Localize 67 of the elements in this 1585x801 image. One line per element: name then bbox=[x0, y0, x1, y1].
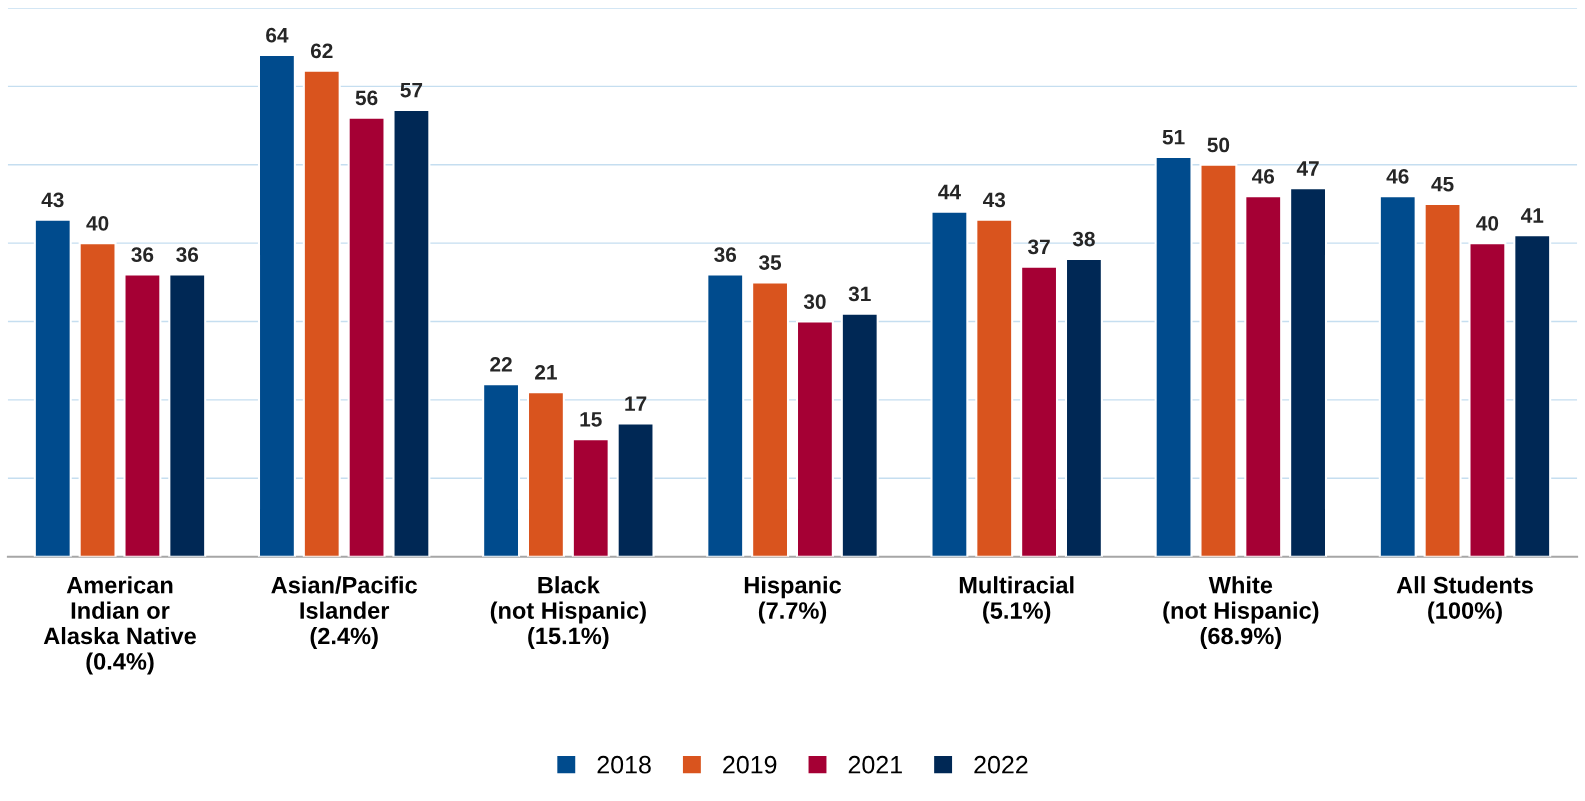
data-label: 64 bbox=[266, 27, 289, 43]
data-label: 30 bbox=[803, 294, 826, 310]
legend-label: 2021 bbox=[848, 755, 902, 774]
x-tick-label: American Indian or Alaska Native (0.4%) bbox=[43, 576, 196, 675]
legend-label: 2019 bbox=[723, 755, 777, 774]
bar bbox=[1378, 195, 1417, 557]
bar bbox=[616, 422, 655, 557]
data-label: 47 bbox=[1296, 161, 1319, 176]
bar bbox=[526, 391, 565, 557]
bar bbox=[482, 383, 521, 557]
data-label: 22 bbox=[490, 357, 512, 372]
bar bbox=[706, 273, 745, 557]
bar bbox=[1244, 195, 1283, 557]
data-label: 43 bbox=[982, 192, 1006, 208]
data-label: 21 bbox=[535, 364, 557, 380]
bar bbox=[123, 273, 162, 557]
bar bbox=[1064, 257, 1103, 557]
data-label: 45 bbox=[1431, 176, 1454, 192]
bar bbox=[1468, 242, 1507, 557]
bar bbox=[168, 273, 207, 557]
bar bbox=[1513, 234, 1552, 557]
x-tick-label: All Students (100%) bbox=[1396, 576, 1533, 624]
bar bbox=[392, 108, 431, 557]
legend-label: 2022 bbox=[974, 755, 1028, 774]
bar bbox=[1423, 202, 1462, 557]
x-tick-label: White (not Hispanic) (68.9%) bbox=[1163, 576, 1319, 650]
data-label: 31 bbox=[848, 286, 871, 302]
data-label: 56 bbox=[355, 90, 378, 106]
data-label: 57 bbox=[400, 82, 423, 98]
bar bbox=[1289, 187, 1328, 557]
x-tick-label: Hispanic (7.7%) bbox=[744, 576, 842, 624]
bar bbox=[302, 69, 341, 557]
data-label: 17 bbox=[625, 396, 647, 411]
bar bbox=[751, 281, 790, 557]
bar bbox=[347, 116, 386, 557]
data-label: 40 bbox=[86, 215, 109, 231]
bar bbox=[975, 218, 1014, 557]
data-label: 46 bbox=[1386, 168, 1409, 184]
bar bbox=[571, 438, 610, 557]
bar bbox=[930, 210, 969, 557]
data-label: 43 bbox=[41, 192, 64, 208]
bar bbox=[1154, 155, 1193, 557]
data-label: 50 bbox=[1207, 137, 1230, 153]
bar bbox=[840, 312, 879, 557]
data-label: 36 bbox=[176, 247, 199, 263]
bar bbox=[1199, 163, 1238, 557]
x-tick-label: Multiracial (5.1%) bbox=[959, 576, 1074, 624]
data-label: 62 bbox=[310, 43, 333, 59]
data-label: 51 bbox=[1162, 129, 1185, 145]
data-label: 36 bbox=[131, 247, 154, 263]
data-label: 36 bbox=[714, 247, 737, 263]
bar bbox=[33, 218, 72, 557]
data-label: 44 bbox=[938, 184, 961, 200]
x-tick-label: Black (not Hispanic) (15.1%) bbox=[490, 576, 646, 650]
legend-label: 2018 bbox=[597, 755, 651, 774]
data-label: 46 bbox=[1251, 168, 1275, 184]
bar bbox=[795, 320, 834, 557]
bar bbox=[78, 242, 117, 557]
data-label: 41 bbox=[1520, 208, 1544, 223]
data-label: 37 bbox=[1027, 239, 1050, 255]
data-label: 40 bbox=[1476, 215, 1499, 231]
bar bbox=[257, 54, 296, 557]
data-label: 35 bbox=[758, 255, 782, 270]
x-tick-label: Asian/Pacific Islander (2.4%) bbox=[271, 576, 417, 650]
data-label: 38 bbox=[1072, 231, 1095, 247]
data-label: 15 bbox=[580, 412, 602, 427]
bar bbox=[1020, 265, 1059, 557]
